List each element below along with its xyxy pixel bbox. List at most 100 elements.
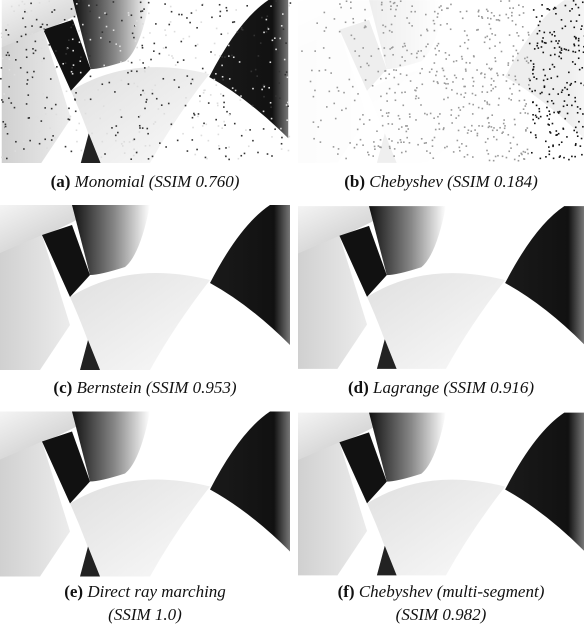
speckle	[518, 4, 520, 6]
speckle	[139, 131, 141, 133]
speckle	[290, 2, 292, 4]
panel-label: (f)	[338, 582, 355, 601]
speckle	[97, 89, 99, 91]
speckle	[418, 97, 420, 99]
speckle	[541, 40, 543, 42]
speckle	[489, 160, 491, 162]
speckle	[531, 152, 533, 154]
speckle	[109, 82, 111, 84]
speckle	[409, 22, 411, 24]
speckle	[478, 11, 480, 13]
speckle	[466, 11, 468, 13]
speckle	[482, 86, 484, 88]
speckle	[495, 156, 497, 158]
speckle	[578, 50, 580, 52]
speckle	[490, 18, 492, 20]
speckle	[518, 160, 520, 162]
speckle	[444, 147, 446, 149]
speckle	[552, 88, 554, 90]
speckle	[99, 17, 101, 19]
speckle	[401, 92, 403, 94]
speckle	[191, 139, 193, 141]
speckle	[32, 112, 34, 114]
speckle	[489, 48, 491, 50]
speckle	[481, 16, 483, 18]
speckle	[171, 55, 173, 57]
speckle	[134, 139, 136, 141]
speckle	[411, 5, 413, 7]
speckle	[226, 111, 228, 113]
caption-text: (SSIM 0.982)	[396, 605, 487, 624]
speckle	[153, 43, 155, 45]
speckle	[559, 111, 561, 113]
speckle	[425, 46, 427, 48]
speckle	[518, 35, 520, 37]
speckle	[442, 68, 444, 70]
speckle	[569, 84, 571, 86]
speckle	[517, 60, 519, 62]
speckle	[141, 45, 143, 47]
speckle	[159, 53, 161, 55]
speckle	[504, 125, 506, 127]
speckle	[154, 84, 156, 86]
speckle	[528, 32, 530, 34]
speckle	[515, 24, 517, 26]
speckle	[549, 68, 551, 70]
speckle	[313, 121, 315, 123]
speckle	[510, 147, 512, 149]
speckle	[228, 146, 230, 148]
caption: (a) Monomial (SSIM 0.760)	[51, 172, 240, 191]
speckle	[416, 57, 418, 59]
speckle	[399, 65, 401, 67]
speckle	[42, 39, 44, 41]
speckle	[393, 77, 395, 79]
speckle	[529, 88, 531, 90]
speckle	[513, 45, 515, 47]
speckle	[486, 36, 488, 38]
speckle	[404, 91, 406, 93]
speckle	[450, 114, 452, 116]
speckle	[389, 147, 391, 149]
speckle	[508, 98, 510, 100]
speckle	[1, 67, 3, 69]
speckle	[352, 86, 354, 88]
speckle	[395, 9, 397, 11]
speckle	[263, 32, 265, 34]
speckle	[578, 7, 580, 9]
speckle	[519, 100, 521, 102]
speckle	[21, 35, 23, 37]
speckle	[391, 31, 393, 33]
speckle	[536, 45, 538, 47]
speckle	[437, 82, 439, 84]
speckle	[271, 118, 273, 120]
speckle	[491, 68, 493, 70]
speckle	[553, 8, 555, 10]
speckle	[546, 107, 548, 109]
speckle	[49, 127, 51, 129]
speckle	[121, 80, 123, 82]
speckle	[538, 47, 540, 49]
speckle	[466, 145, 468, 147]
speckle	[490, 84, 492, 86]
speckle	[577, 112, 579, 114]
speckle	[7, 133, 9, 135]
speckle	[196, 149, 198, 151]
speckle	[516, 144, 518, 146]
caption-text: Monomial (SSIM 0.760)	[74, 172, 240, 191]
speckle	[409, 113, 411, 115]
speckle	[186, 17, 188, 19]
speckle	[571, 105, 573, 107]
speckle	[90, 76, 92, 78]
speckle	[279, 38, 281, 40]
speckle	[91, 133, 93, 135]
speckle	[511, 93, 513, 95]
speckle	[45, 113, 47, 115]
speckle	[416, 53, 418, 55]
speckle	[541, 46, 543, 48]
speckle	[226, 7, 228, 9]
speckle	[503, 119, 505, 121]
caption: (SSIM 0.982)	[396, 605, 487, 624]
speckle	[229, 114, 231, 116]
speckle	[491, 12, 493, 14]
speckle	[263, 86, 265, 88]
